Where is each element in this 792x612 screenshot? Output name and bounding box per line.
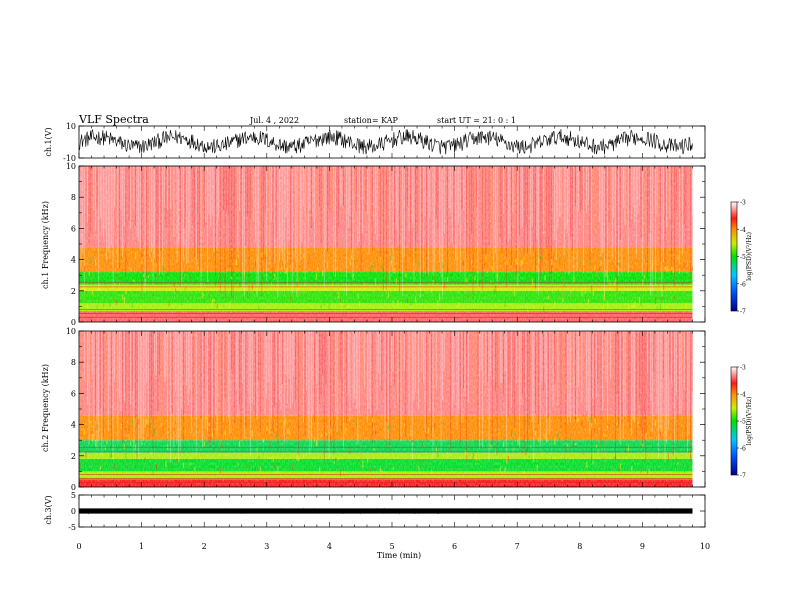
- y-tick-label: 5: [71, 491, 76, 500]
- y-tick-label: 2: [71, 287, 76, 296]
- x-axis-label: Time (min): [377, 551, 421, 560]
- colorbar-label: log(PSD)(V²/Hz): [746, 232, 753, 281]
- ch1-waveform-panel: 10 -10: [63, 122, 706, 163]
- ch3-ylabel: ch.3(V): [44, 495, 53, 524]
- ch1-ylabel: ch.1(V): [44, 127, 53, 156]
- y-tick-label: 0: [71, 318, 76, 327]
- y-tick-label: 10: [66, 327, 76, 336]
- colorbar-gradient: [730, 201, 738, 312]
- ch1-spectrogram-ylabel: ch.1 Frequency (kHz): [41, 201, 50, 289]
- y-tick-label: 8: [71, 358, 76, 367]
- y-tick-label: 8: [71, 193, 76, 202]
- ch2-spectrogram-panel: 0 2 4 6 8 10: [66, 327, 706, 492]
- y-tick-label: 0: [71, 507, 76, 516]
- ch1-spectrogram-panel: 0 2 4 6 8 10: [66, 162, 706, 327]
- x-tick-label: 0: [76, 542, 81, 551]
- spectrogram-texture: [79, 331, 693, 487]
- start-time-label: start UT = 21: 0 : 1: [437, 116, 516, 125]
- colorbar-tick-label: -7: [740, 309, 746, 316]
- x-tick-label: 8: [577, 542, 582, 551]
- figure-title: VLF Spectra: [78, 113, 149, 126]
- ch2-spectrogram-ylabel: ch.2 Frequency (kHz): [41, 364, 50, 452]
- y-tick-label: 0: [71, 483, 76, 492]
- colorbar-tick-label: -7: [740, 473, 746, 480]
- x-tick-label: 4: [327, 542, 332, 551]
- ch2-colorbar: -3 -4 -5 -6 -7 log(PSD)(V²/Hz): [730, 365, 753, 480]
- y-tick-label: 6: [71, 224, 76, 233]
- colorbar-tick-label: -3: [740, 365, 746, 372]
- y-tick-label: 10: [66, 162, 76, 171]
- colorbar-tick-label: -3: [740, 200, 746, 207]
- date-label: Jul. 4 , 2022: [249, 116, 299, 125]
- y-tick-label: 6: [71, 389, 76, 398]
- x-tick-label: 3: [264, 542, 269, 551]
- colorbar-tick-label: -4: [740, 392, 746, 399]
- colorbar-tick-label: -6: [740, 446, 746, 453]
- x-tick-label: 9: [640, 542, 645, 551]
- x-axis-ticks: 0 1 2 3 4 5 6 7 8 9 10: [76, 542, 710, 551]
- colorbar-label: log(PSD)(V²/Hz): [746, 397, 753, 446]
- y-tick-label: 10: [66, 122, 76, 131]
- colorbar-tick-label: -4: [740, 227, 746, 234]
- x-tick-label: 10: [700, 542, 710, 551]
- x-tick-label: 1: [139, 542, 144, 551]
- y-tick-label: 4: [71, 421, 76, 430]
- colorbar-tick-label: -6: [740, 281, 746, 288]
- ch1-signal-line: [78, 129, 693, 155]
- y-tick-label: -10: [63, 154, 76, 163]
- ch1-colorbar: -3 -4 -5 -6 -7 log(PSD)(V²/Hz): [730, 200, 753, 316]
- x-tick-label: 7: [515, 542, 520, 551]
- colorbar-gradient: [730, 366, 738, 476]
- colorbar-tick-label: -5: [740, 419, 746, 426]
- y-tick-label: 4: [71, 256, 76, 265]
- y-tick-label: -5: [68, 523, 76, 532]
- colorbar-tick-label: -5: [740, 254, 746, 261]
- x-tick-label: 6: [452, 542, 457, 551]
- ch3-signal-line: [78, 507, 693, 515]
- ch3-waveform-panel: 5 0 -5: [68, 491, 706, 532]
- y-tick-label: 2: [71, 452, 76, 461]
- spectrogram-texture: [79, 166, 693, 322]
- x-tick-label: 5: [389, 542, 394, 551]
- x-tick-label: 2: [202, 542, 207, 551]
- station-label: station= KAP: [344, 116, 399, 125]
